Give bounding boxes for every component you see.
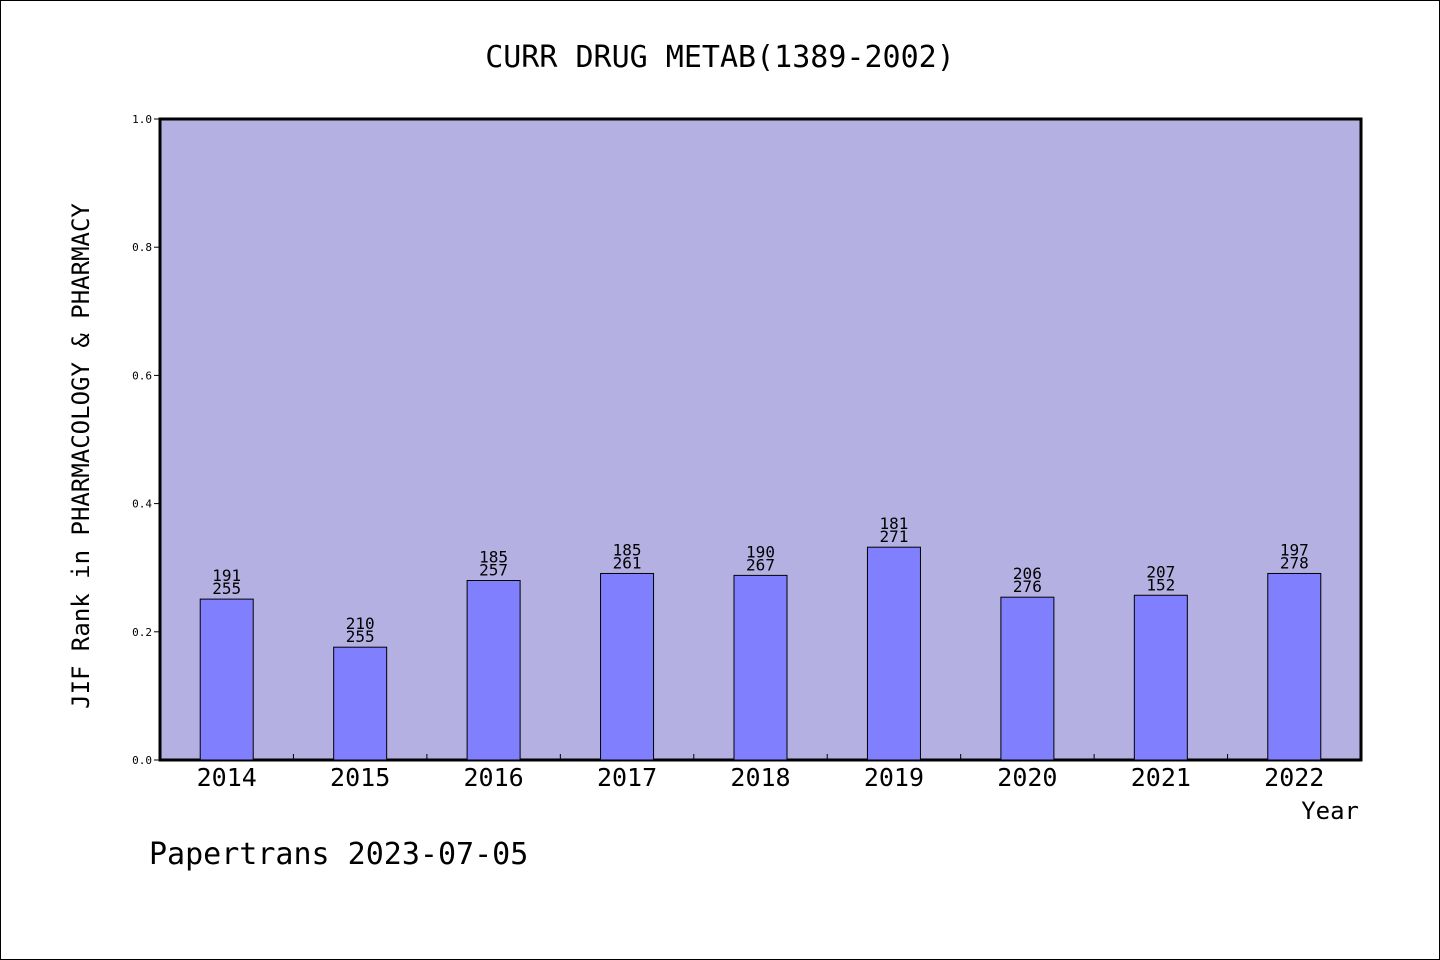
y-tick-label: 0.8 [132,241,152,254]
y-tick-label: 0.6 [132,369,152,382]
bar-rank-label: 206 [1013,564,1042,583]
bar-total-label: 255 [346,627,375,646]
x-tick-label: 2014 [197,763,257,792]
y-tick-label: 1.0 [132,113,152,126]
bar-rank-label: 185 [613,540,642,559]
bar-2017 [600,572,655,761]
x-axis-label: Year [1301,797,1359,825]
y-axis-ticks: 0.0 0.2 0.4 0.6 0.8 1.0 [132,113,160,767]
bar-2018 [733,574,788,761]
bar-2022 [1267,572,1322,761]
x-tick-label: 2017 [597,763,657,792]
bar-total-label: 267 [746,555,775,574]
bar-2020 [1000,596,1055,761]
bar-total-label: 271 [879,527,908,546]
x-tick-label: 2021 [1131,763,1191,792]
footer-text: Papertrans 2023-07-05 [149,837,528,872]
chart-title: CURR DRUG METAB(1389-2002) [485,40,955,75]
bar-rank-label: 181 [879,514,908,533]
bar-2016 [466,580,521,761]
bar-2019 [866,546,921,761]
y-tick-label: 0.4 [132,498,152,511]
bar-rank-label: 210 [346,614,375,633]
bar-rank-label: 190 [746,542,775,561]
x-tick-label: 2016 [464,763,524,792]
bar-2014 [199,598,254,761]
bar-total-label: 255 [212,579,241,598]
bar-rank-label: 197 [1280,540,1309,559]
bar-total-label: 152 [1146,575,1175,594]
bar-total-label: 278 [1280,553,1309,572]
bar-total-label: 276 [1013,577,1042,596]
x-tick-label: 2015 [330,763,390,792]
x-tick-label: 2019 [864,763,924,792]
y-tick-label: 0.2 [132,626,152,639]
y-axis-label: JIF Rank in PHARMACOLOGY & PHARMACY [67,203,95,709]
x-tick-label: 2022 [1264,763,1324,792]
bar-rank-label: 185 [479,548,508,567]
bars: 1912552102551852571852611902671812712062… [199,514,1322,761]
x-axis-ticks: 2014 2015 2016 2017 2018 2019 2020 2021 2022 [197,754,1324,792]
x-tick-label: 2020 [997,763,1057,792]
bar-rank-label: 191 [212,566,241,585]
x-tick-label: 2018 [730,763,790,792]
bar-2015 [333,646,388,761]
y-tick-label: 0.0 [132,754,152,767]
bar-total-label: 257 [479,561,508,580]
bar-2021 [1133,594,1188,761]
bar-total-label: 261 [613,553,642,572]
bar-rank-label: 207 [1146,562,1175,581]
